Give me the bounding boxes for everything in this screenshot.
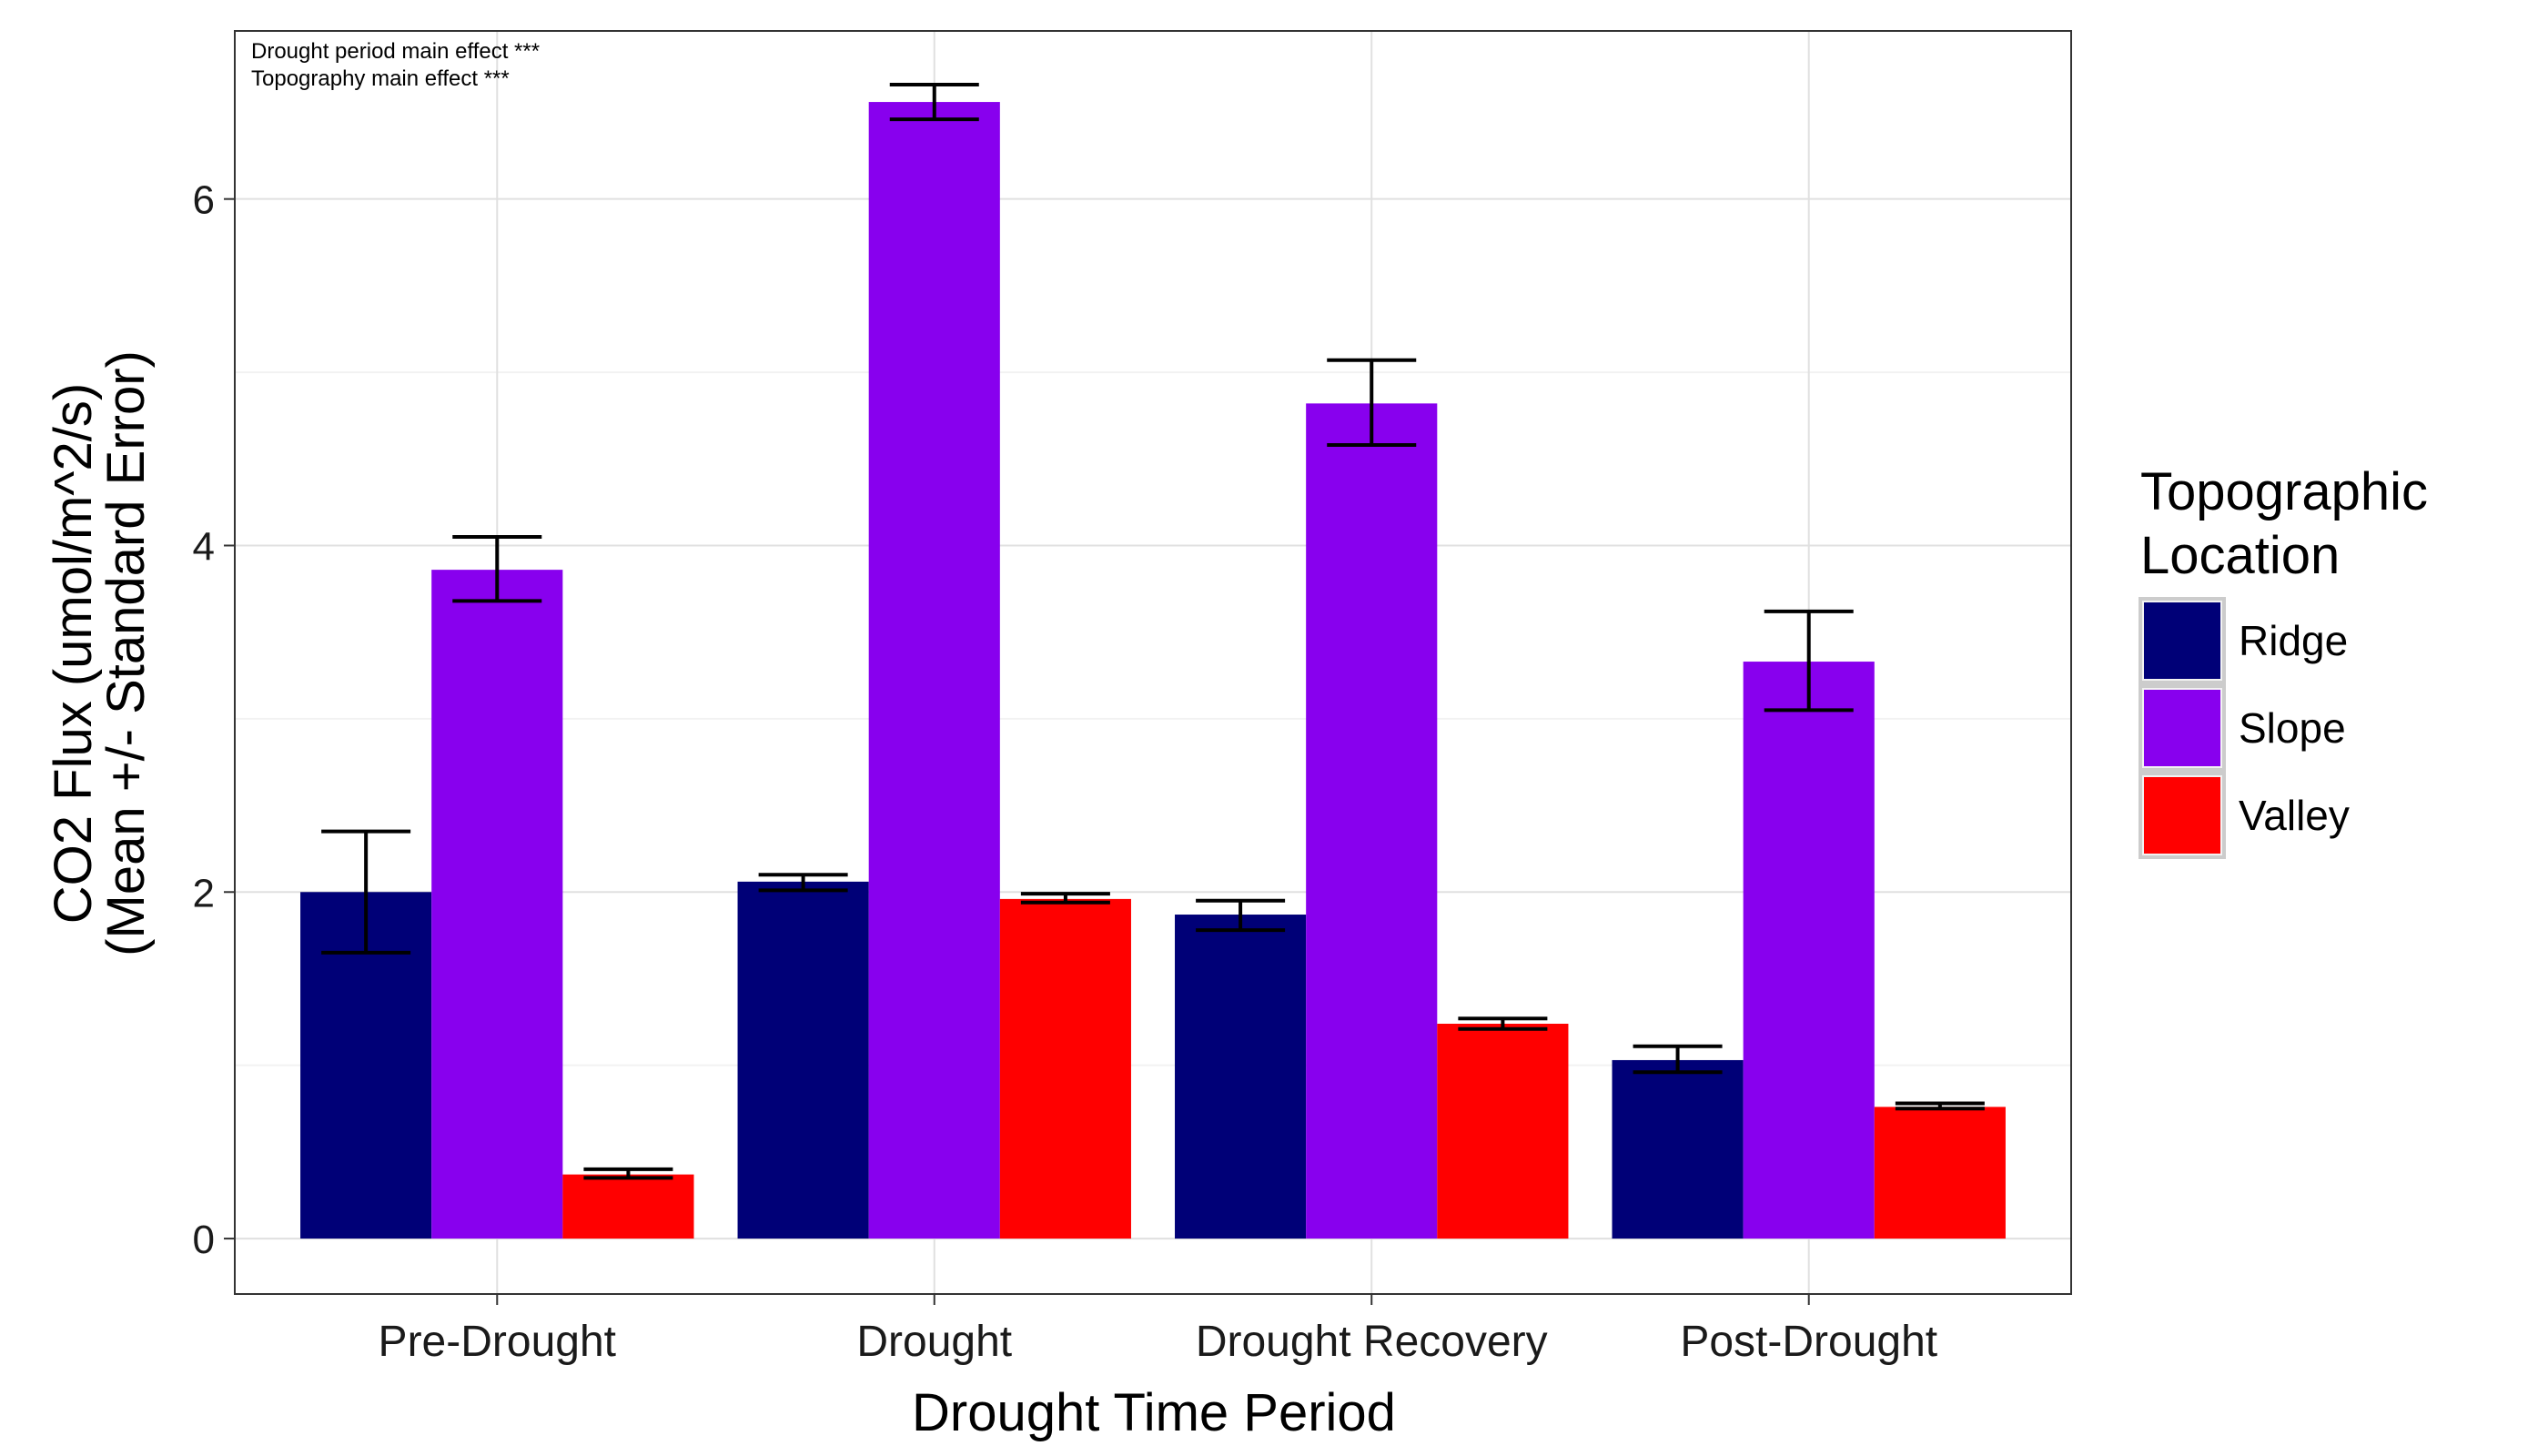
- error-bar-slope-pre-drought: [452, 534, 542, 603]
- bar-slope-pre-drought: [431, 570, 563, 1239]
- error-bar-slope-drought: [889, 83, 979, 122]
- error-bar-slope-post-drought: [1764, 609, 1854, 713]
- legend-swatch-ridge: [2144, 602, 2220, 679]
- legend-title-line1: Topographic: [2140, 462, 2428, 521]
- y-tick-label: 0: [193, 1218, 215, 1262]
- y-axis-title-line2: (Mean +/- Standard Error): [96, 350, 156, 956]
- bar-valley-drought: [999, 898, 1131, 1239]
- annotation-topography-effect: Topography main effect ***: [251, 66, 510, 91]
- x-tick-label-drought-recovery: Drought Recovery: [1196, 1318, 1548, 1366]
- legend-swatch-slope: [2144, 690, 2220, 766]
- bars: [300, 102, 2006, 1239]
- x-axis-title: Drought Time Period: [912, 1383, 1396, 1442]
- bar-ridge-post-drought: [1612, 1059, 1744, 1239]
- bar-slope-drought-recovery: [1306, 403, 1438, 1239]
- error-bars: [321, 83, 1985, 1180]
- bar-valley-drought-recovery: [1437, 1023, 1569, 1239]
- y-axis-title-line1: CO2 Flux (umol/m^2/s): [44, 383, 103, 924]
- y-tick-label: 4: [193, 524, 215, 569]
- x-tick-label-pre-drought: Pre-Drought: [379, 1318, 616, 1366]
- error-bar-slope-drought-recovery: [1327, 358, 1417, 448]
- error-bar-valley-drought-recovery: [1458, 1016, 1548, 1031]
- legend-label-valley: Valley: [2239, 792, 2350, 839]
- bar-slope-drought: [868, 102, 1000, 1239]
- legend-swatch-valley: [2144, 777, 2220, 854]
- y-tick-label: 2: [193, 871, 215, 915]
- bar-valley-pre-drought: [562, 1174, 694, 1239]
- legend-label-slope: Slope: [2239, 704, 2346, 752]
- error-bar-valley-post-drought: [1895, 1101, 1985, 1111]
- bar-slope-post-drought: [1743, 662, 1875, 1239]
- error-bar-ridge-drought-recovery: [1196, 898, 1286, 933]
- x-tick-label-drought: Drought: [856, 1318, 1012, 1366]
- plot-panel-border: [234, 30, 2072, 1295]
- bar-ridge-drought-recovery: [1175, 915, 1307, 1239]
- error-bar-ridge-post-drought: [1633, 1044, 1723, 1075]
- legend-title-line2: Location: [2140, 526, 2340, 585]
- error-bar-valley-drought: [1020, 892, 1110, 905]
- bar-ridge-drought: [737, 881, 869, 1239]
- legend-keys: Ridge Slope Valley: [2138, 597, 2350, 859]
- bar-valley-post-drought: [1874, 1107, 2006, 1239]
- error-bar-valley-pre-drought: [583, 1167, 673, 1180]
- y-tick-label: 6: [193, 178, 215, 223]
- legend: Topographic Location Ridge Slope Valley: [2138, 462, 2428, 859]
- axes: 0 2 4 6 Pre-Drought Drought Drought Recovery Po…: [193, 178, 1938, 1366]
- x-tick-label-post-drought: Post-Drought: [1680, 1318, 1937, 1366]
- error-bar-ridge-drought: [758, 873, 848, 893]
- legend-label-ridge: Ridge: [2239, 617, 2348, 664]
- annotation-drought-effect: Drought period main effect ***: [251, 39, 540, 64]
- error-bar-ridge-pre-drought: [321, 829, 411, 955]
